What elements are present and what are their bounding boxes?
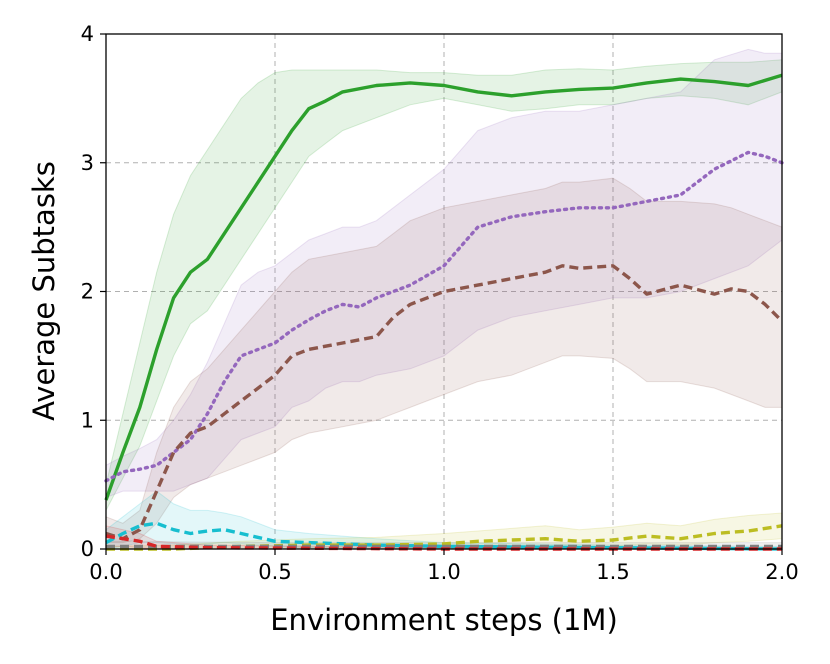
y-axis-label: Average Subtasks	[27, 161, 61, 421]
y-tick-label: 0	[81, 537, 94, 561]
series-lines	[104, 73, 784, 551]
confidence-bands	[105, 48, 783, 550]
y-tick-label: 1	[81, 408, 94, 432]
series-0-line	[104, 73, 783, 501]
x-tick-label: 1.5	[596, 560, 629, 584]
ticks: 0.0 0.5 1.0 1.5 2.0 0 1 2 3 4	[81, 22, 799, 584]
series-1-line	[104, 150, 784, 483]
x-tick-label: 0.5	[258, 560, 291, 584]
y-tick-label: 2	[81, 280, 94, 304]
x-tick-label: 2.0	[765, 560, 798, 584]
x-axis-label: Environment steps (1M)	[270, 603, 618, 637]
series-2-line	[105, 264, 784, 541]
y-tick-label: 4	[81, 22, 94, 46]
y-tick-label: 3	[81, 151, 94, 175]
x-tick-label: 0.0	[89, 560, 122, 584]
x-tick-label: 1.0	[427, 560, 460, 584]
